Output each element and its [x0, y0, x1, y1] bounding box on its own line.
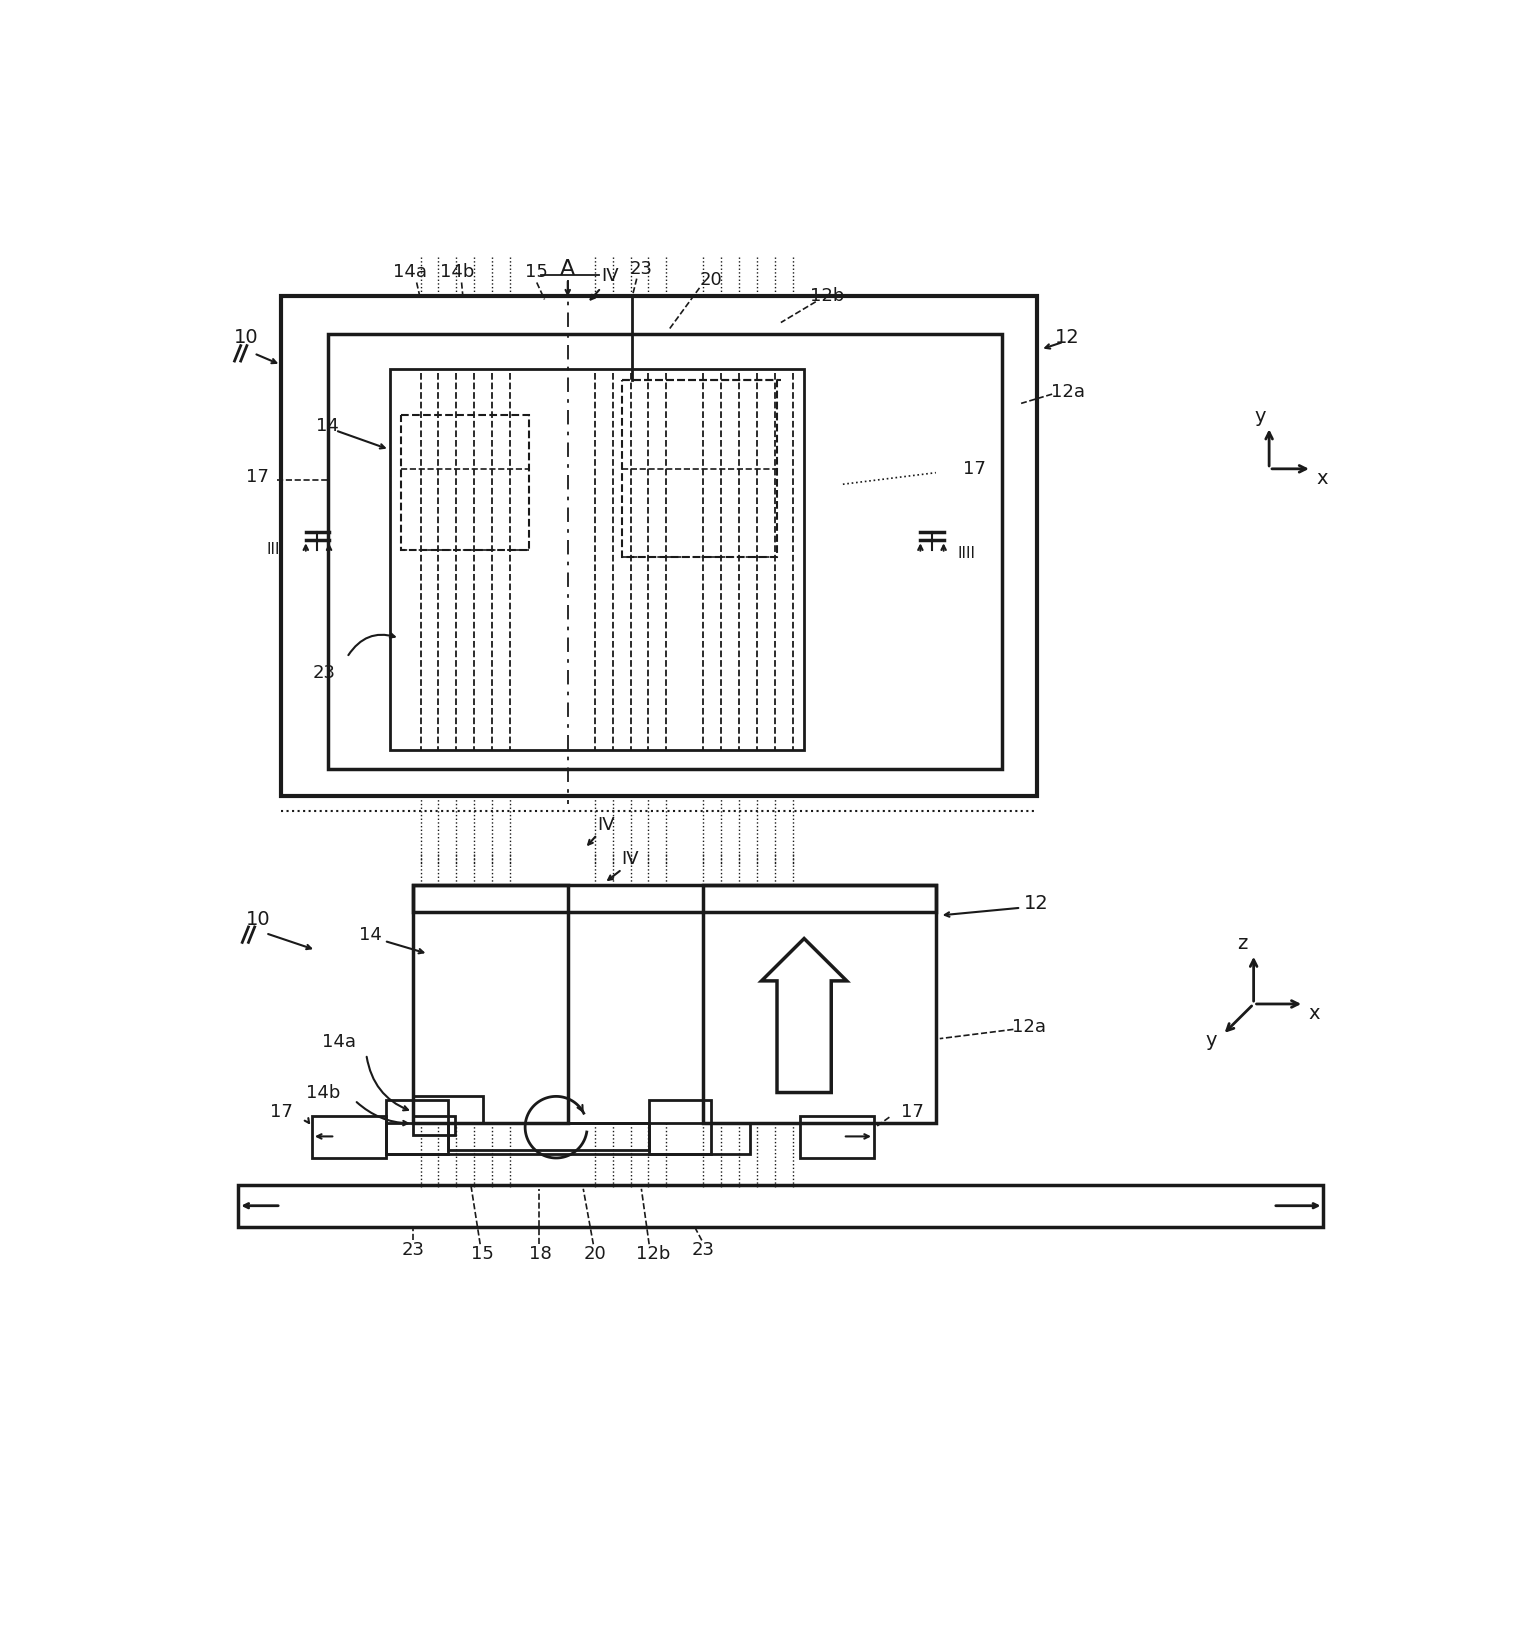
Text: 20: 20 — [583, 1245, 606, 1262]
Text: III: III — [267, 542, 279, 557]
Text: A: A — [560, 259, 576, 279]
Bar — [800, 1116, 873, 1158]
Text: 17: 17 — [246, 468, 269, 485]
Bar — [413, 885, 568, 1124]
Text: IIII: IIII — [958, 546, 976, 560]
Text: 14: 14 — [316, 417, 339, 435]
Bar — [448, 1124, 649, 1150]
FancyArrow shape — [761, 938, 847, 1093]
Text: 18: 18 — [530, 1245, 553, 1262]
Text: 14a: 14a — [393, 264, 427, 282]
Text: 23: 23 — [312, 665, 335, 683]
Text: 15: 15 — [525, 264, 548, 282]
Text: 17: 17 — [901, 1103, 924, 1121]
Text: 12a: 12a — [1012, 1018, 1045, 1036]
Bar — [622, 380, 777, 557]
Bar — [385, 1124, 751, 1153]
Bar — [413, 885, 936, 912]
Text: 23: 23 — [401, 1241, 424, 1259]
Text: y: y — [1254, 407, 1265, 425]
Text: y: y — [1205, 1031, 1217, 1051]
Text: 12: 12 — [1055, 329, 1081, 347]
Bar — [385, 1100, 448, 1153]
Text: 14b: 14b — [439, 264, 474, 282]
Text: z: z — [1237, 935, 1246, 953]
Bar — [413, 1096, 482, 1124]
Bar — [401, 415, 530, 549]
Text: 14a: 14a — [322, 1033, 356, 1051]
Text: 12: 12 — [1024, 894, 1048, 914]
Bar — [703, 885, 936, 1124]
Text: 12b: 12b — [810, 287, 844, 305]
Text: 23: 23 — [629, 259, 652, 277]
Bar — [281, 295, 1036, 797]
Text: IV: IV — [622, 850, 639, 868]
Text: 12b: 12b — [635, 1245, 671, 1262]
Bar — [312, 1116, 385, 1158]
Bar — [327, 334, 1002, 769]
Bar — [649, 1100, 711, 1153]
Text: IV: IV — [602, 267, 619, 285]
Text: 14: 14 — [359, 925, 382, 943]
Text: 17: 17 — [270, 1103, 293, 1121]
Text: x: x — [1308, 1003, 1320, 1023]
Text: x: x — [1315, 469, 1328, 487]
Text: IV: IV — [597, 816, 616, 834]
Bar — [238, 1184, 1323, 1227]
Text: 20: 20 — [700, 270, 723, 290]
Text: 15: 15 — [471, 1245, 494, 1262]
Bar — [413, 1116, 456, 1135]
Text: 14b: 14b — [307, 1083, 341, 1101]
Text: 10: 10 — [246, 909, 270, 929]
Bar — [390, 368, 804, 749]
Text: 10: 10 — [233, 329, 258, 347]
Text: 23: 23 — [692, 1241, 715, 1259]
Text: 17: 17 — [962, 459, 985, 477]
Text: 12a: 12a — [1050, 383, 1085, 401]
